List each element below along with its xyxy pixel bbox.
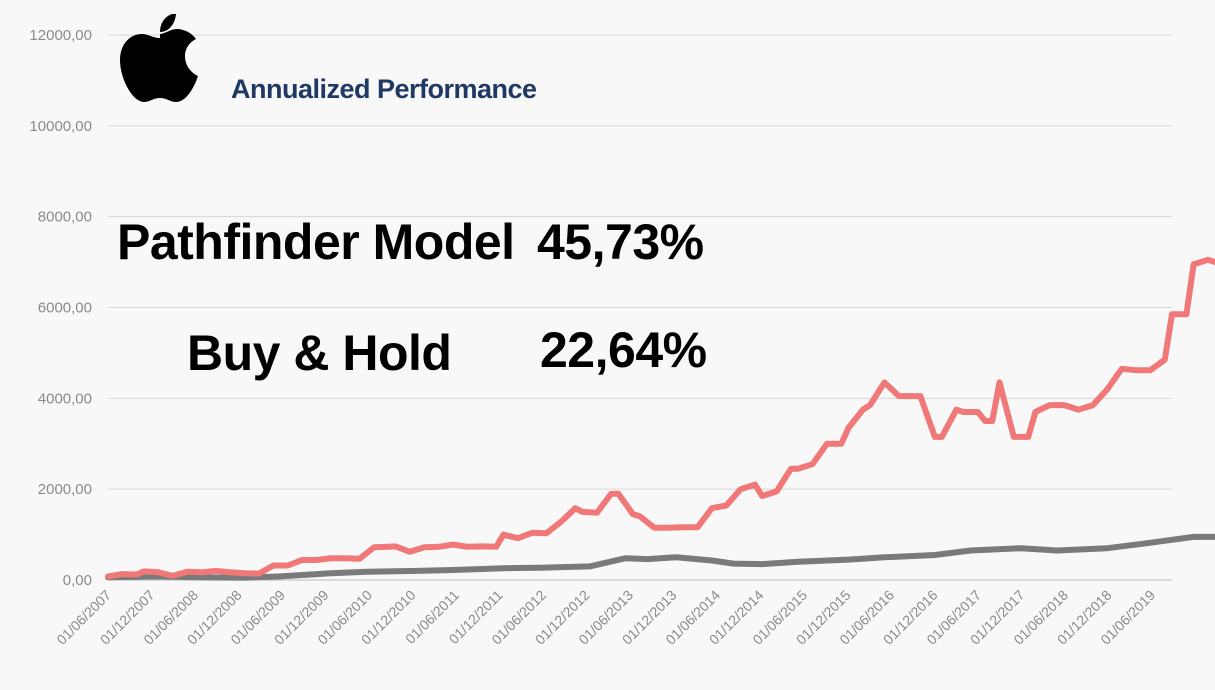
buy-hold-label: Buy & Hold	[187, 325, 451, 381]
y-tick-label: 4000,00	[38, 390, 92, 407]
pathfinder-label: Pathfinder Model	[117, 214, 515, 270]
chart-title: Annualized Performance	[231, 74, 537, 104]
series-line-pathfinder	[105, 256, 1215, 580]
apple-logo-icon	[120, 14, 198, 102]
grid-lines	[108, 34, 1172, 581]
buy-hold-value: 22,64%	[540, 322, 707, 378]
y-tick-label: 12000,00	[29, 27, 92, 44]
y-tick-label: 6000,00	[38, 300, 92, 317]
y-tick-label: 2000,00	[38, 481, 92, 498]
y-axis-ticks: 0,00 2000,00 4000,00 6000,00 8000,00 10000,00…	[29, 27, 92, 589]
y-tick-label: 0,00	[63, 572, 92, 589]
pathfinder-value: 45,73%	[537, 214, 704, 270]
y-tick-label: 10000,00	[29, 118, 92, 135]
series-line-buy-hold	[105, 533, 1215, 581]
series-lines	[105, 256, 1215, 581]
y-tick-label: 8000,00	[38, 209, 92, 226]
x-axis-ticks: 01/06/200701/12/200701/06/200801/12/2008…	[53, 587, 1158, 648]
